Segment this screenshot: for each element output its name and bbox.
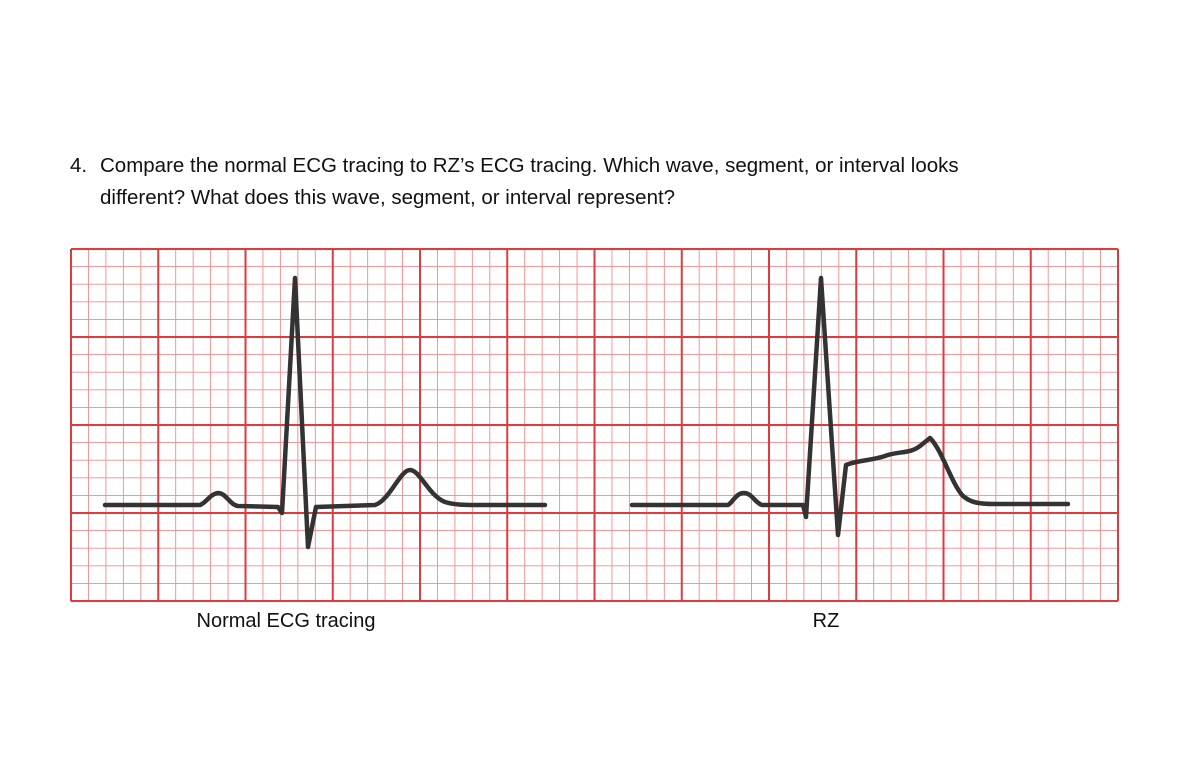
trace-label: Normal ECG tracing <box>197 610 376 632</box>
question-line: different? What does this wave, segment,… <box>100 186 676 209</box>
question-line: Compare the normal ECG tracing to RZ’s E… <box>100 154 959 177</box>
rz-ecg-trace <box>629 275 1071 538</box>
trace-label: RZ <box>813 610 840 632</box>
ecg-grid <box>70 248 1119 602</box>
normal-ecg-trace <box>102 275 548 550</box>
question-number: 4. <box>70 154 88 177</box>
